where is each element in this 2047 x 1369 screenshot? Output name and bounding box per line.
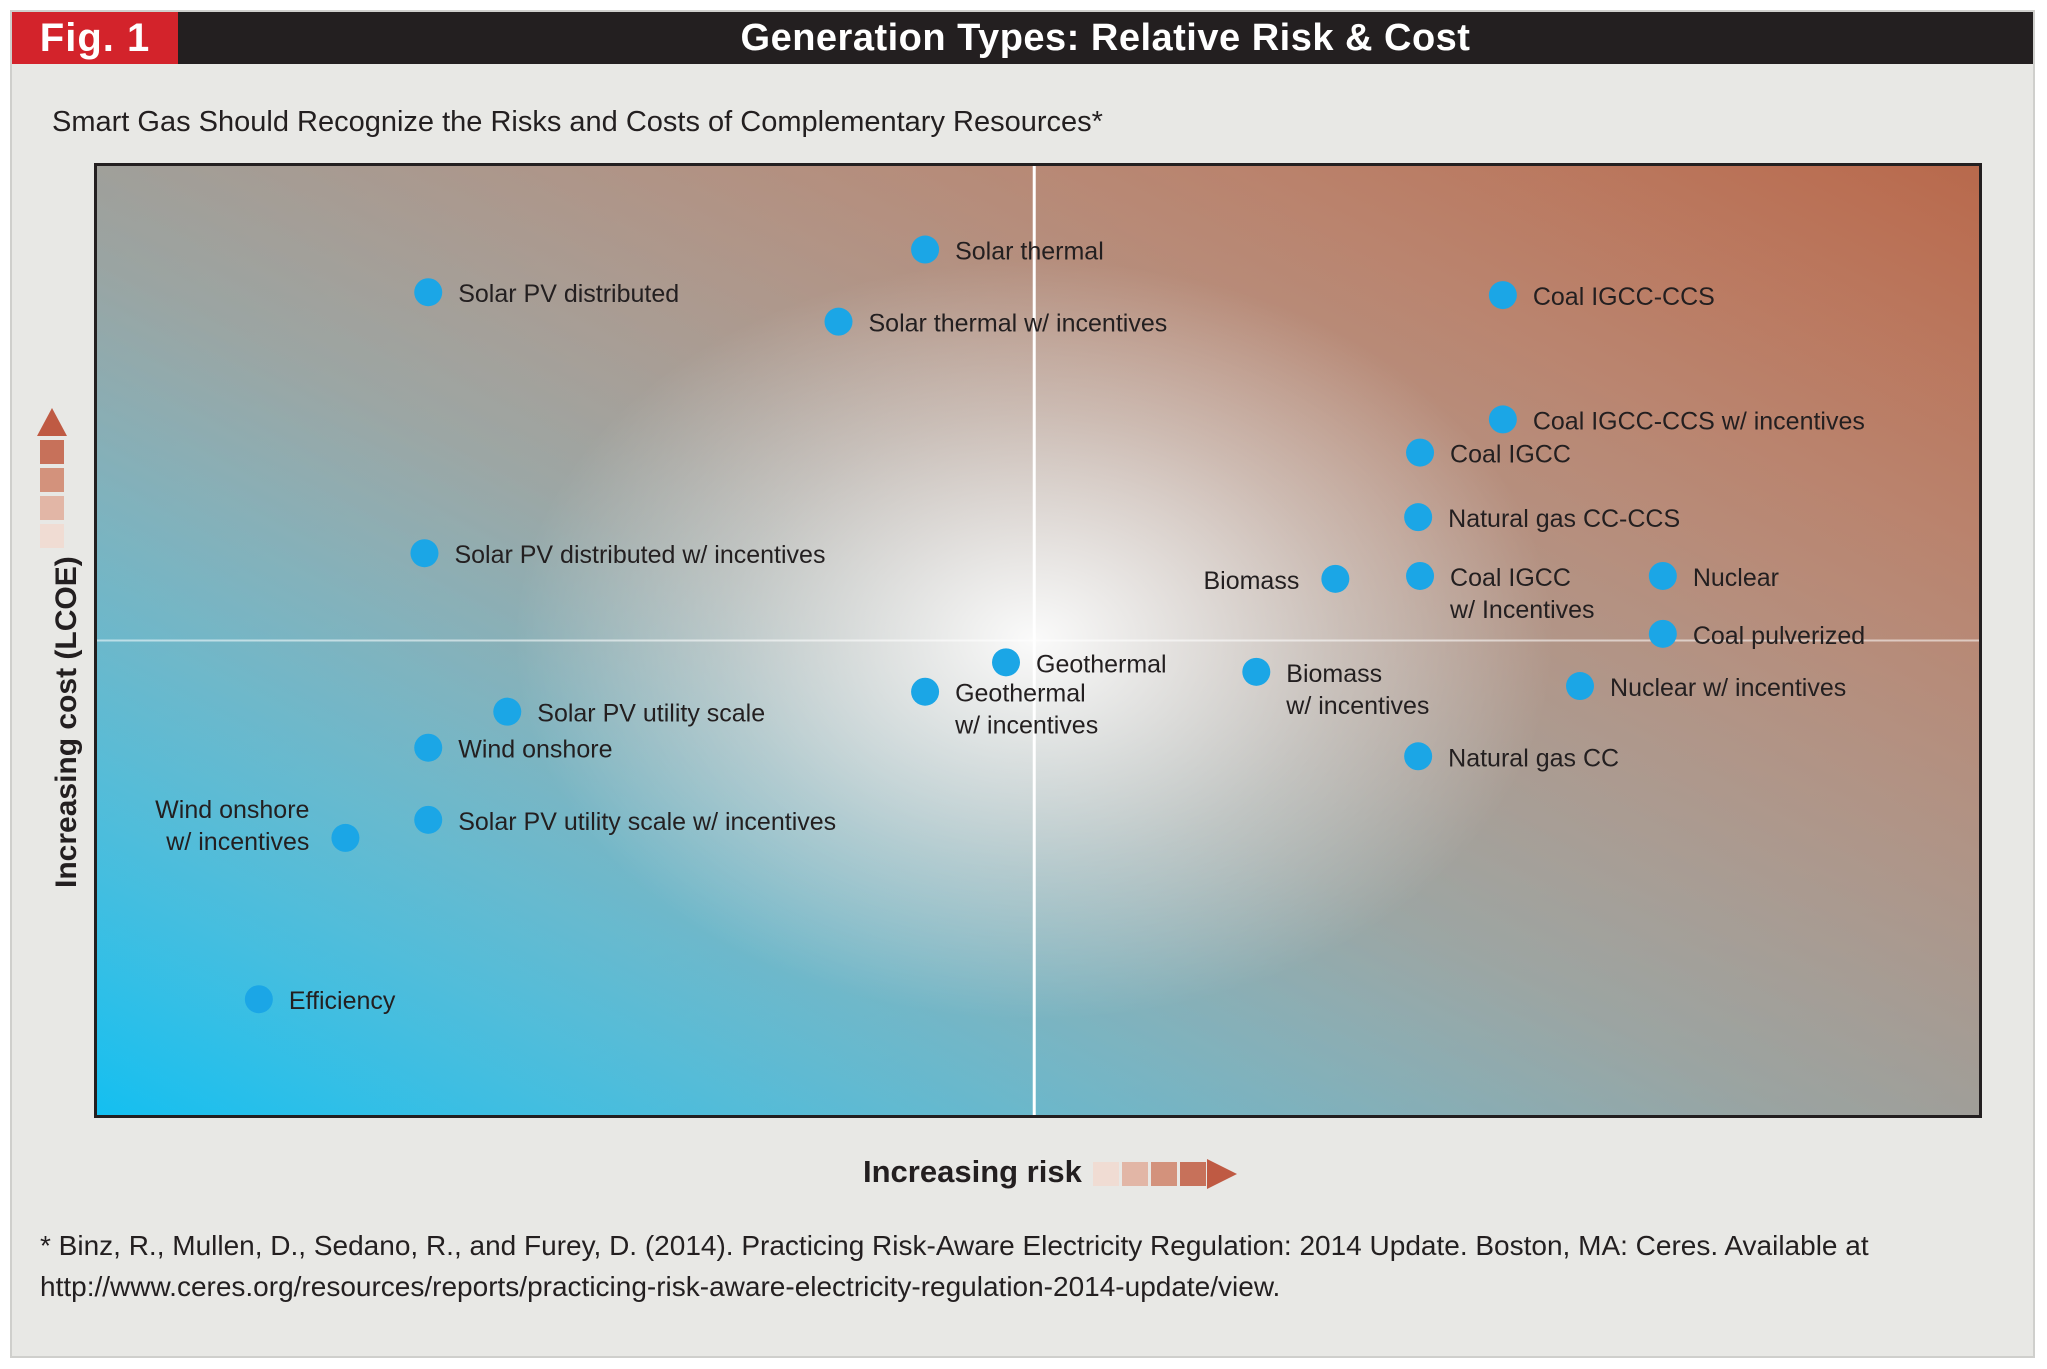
data-point-label: Coal IGCC-CCS	[1533, 283, 1715, 311]
chart-subtitle: Smart Gas Should Recognize the Risks and…	[52, 106, 1103, 138]
data-point-group: Biomass w/ incentives	[1242, 657, 1429, 720]
data-point[interactable]	[1404, 503, 1433, 532]
data-point-label: Solar PV utility scale w/ incentives	[458, 808, 836, 836]
data-point-label: Solar thermal w/ incentives	[869, 310, 1168, 338]
data-point[interactable]	[1566, 672, 1595, 701]
x-axis-scale-swatch	[1180, 1162, 1206, 1186]
data-point-label: Wind onshore	[155, 796, 309, 824]
x-axis-label: Increasing risk	[863, 1154, 1082, 1189]
data-point-label: w/ incentives	[165, 828, 309, 856]
y-axis-label: Increasing cost (LCOE)	[50, 556, 83, 888]
data-point-label: Geothermal	[955, 680, 1086, 708]
footnote-line: * Binz, R., Mullen, D., Sedano, R., and …	[40, 1230, 1869, 1261]
data-point[interactable]	[911, 235, 940, 264]
data-point-group: Coal IGCC	[1406, 438, 1571, 469]
data-point-label: Geothermal	[1036, 650, 1167, 678]
header-bar: Fig. 1 Generation Types: Relative Risk &…	[12, 12, 2033, 64]
y-axis-scale-swatch	[40, 468, 64, 492]
data-point-group: Geothermal w/ incentives	[911, 677, 1098, 740]
data-point-group: Coal IGCC w/ Incentives	[1406, 561, 1595, 624]
scatter-chart: Solar thermal Solar PV distributed Solar t…	[97, 166, 1979, 1115]
data-point-label: Nuclear w/ incentives	[1610, 674, 1846, 702]
data-point-group: Coal IGCC-CCS w/ incentives	[1488, 405, 1865, 435]
data-point-group: Efficiency	[244, 985, 396, 1015]
data-point-group: Natural gas CC-CCS	[1404, 503, 1680, 533]
data-point-group: Solar thermal w/ incentives	[824, 307, 1168, 338]
data-point-group: Wind onshore w/ incentives	[155, 796, 360, 856]
data-point[interactable]	[1648, 561, 1677, 590]
data-point[interactable]	[410, 539, 439, 568]
figure-label: Fig. 1	[12, 12, 178, 64]
data-point-label: Biomass	[1203, 567, 1299, 595]
data-point-label: Coal IGCC	[1450, 441, 1571, 469]
data-point-group: Solar PV distributed w/ incentives	[410, 539, 825, 569]
data-point-group: Natural gas CC	[1404, 742, 1619, 772]
data-point-label: Solar PV utility scale	[537, 700, 765, 728]
data-point[interactable]	[493, 697, 522, 726]
data-point-label: Solar PV distributed w/ incentives	[454, 541, 825, 569]
data-point-label: w/ incentives	[1285, 692, 1429, 720]
data-point-group: Nuclear	[1648, 561, 1779, 592]
data-point[interactable]	[1406, 561, 1435, 590]
data-point[interactable]	[1242, 657, 1271, 686]
data-point[interactable]	[414, 805, 443, 834]
data-point[interactable]	[1321, 564, 1350, 593]
data-point[interactable]	[1648, 619, 1677, 648]
data-point-label: Biomass	[1286, 660, 1382, 688]
data-point[interactable]	[1406, 438, 1435, 467]
x-axis-scale-swatch	[1122, 1162, 1148, 1186]
data-point[interactable]	[414, 278, 443, 307]
footnote: * Binz, R., Mullen, D., Sedano, R., and …	[40, 1225, 2000, 1307]
data-point-label: w/ incentives	[954, 712, 1098, 740]
data-point[interactable]	[1488, 405, 1517, 434]
footnote-link[interactable]: http://www.ceres.org/resources/reports/p…	[40, 1271, 1281, 1302]
data-point-label: Solar thermal	[955, 238, 1104, 266]
data-point[interactable]	[331, 823, 360, 852]
data-point-group: Nuclear w/ incentives	[1566, 672, 1846, 702]
data-point-group: Coal pulverized	[1648, 619, 1865, 650]
data-point-label: w/ Incentives	[1449, 596, 1595, 624]
y-axis-arrow-icon	[37, 408, 67, 436]
y-axis-scale-swatch	[40, 524, 64, 548]
data-point[interactable]	[911, 677, 940, 706]
data-point[interactable]	[1404, 742, 1433, 771]
data-point-group: Biomass	[1203, 564, 1350, 595]
data-point-group: Solar thermal	[911, 235, 1104, 266]
data-point-label: Natural gas CC-CCS	[1448, 505, 1680, 533]
data-point-label: Coal IGCC	[1450, 564, 1571, 592]
y-axis-scale-swatch	[40, 496, 64, 520]
data-point[interactable]	[244, 985, 273, 1014]
x-axis-scale-swatch	[1093, 1162, 1119, 1186]
y-axis-scale-swatch	[40, 440, 64, 464]
data-point-label: Coal pulverized	[1693, 622, 1865, 650]
data-point-label: Wind onshore	[458, 736, 612, 764]
data-point-label: Solar PV distributed	[458, 280, 679, 308]
data-point-group: Solar PV distributed	[414, 278, 679, 308]
x-axis-arrow-icon	[1207, 1159, 1237, 1189]
data-point[interactable]	[992, 648, 1021, 677]
data-point-group: Wind onshore	[414, 733, 612, 764]
data-point[interactable]	[1488, 281, 1517, 310]
data-point-label: Natural gas CC	[1448, 744, 1619, 772]
data-point-group: Geothermal	[992, 648, 1167, 678]
figure-title: Generation Types: Relative Risk & Cost	[740, 17, 1471, 59]
data-point-label: Nuclear	[1693, 564, 1779, 592]
data-point-label: Efficiency	[289, 987, 396, 1015]
data-point[interactable]	[824, 307, 853, 336]
data-point-label: Coal IGCC-CCS w/ incentives	[1533, 407, 1865, 435]
x-axis-scale-swatch	[1151, 1162, 1177, 1186]
data-point-group: Solar PV utility scale w/ incentives	[414, 805, 836, 836]
data-point[interactable]	[414, 733, 443, 762]
data-point-group: Solar PV utility scale	[493, 697, 765, 728]
data-point-group: Coal IGCC-CCS	[1488, 281, 1715, 311]
plot-area: Solar thermal Solar PV distributed Solar t…	[94, 163, 1982, 1118]
